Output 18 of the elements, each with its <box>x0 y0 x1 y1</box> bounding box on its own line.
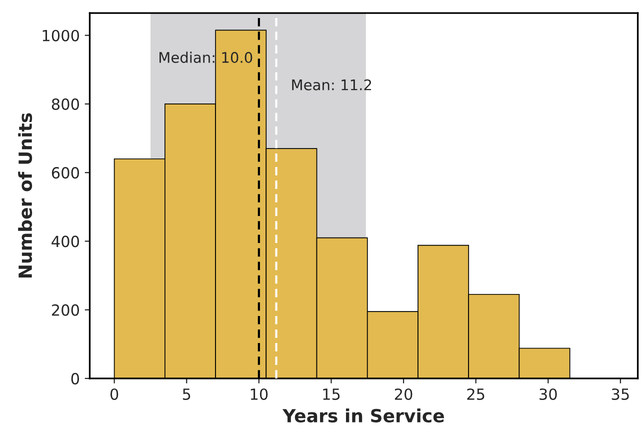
x-tick-label: 30 <box>540 388 557 400</box>
x-tick-label: 35 <box>612 388 629 400</box>
ref-line-label: Median: 10.0 <box>160 52 252 63</box>
x-tick-label: 15 <box>323 388 340 400</box>
y-axis-title: Number of Units <box>18 113 32 278</box>
y-tick-label: 0 <box>71 372 80 384</box>
y-tick-label: 600 <box>52 167 80 179</box>
x-tick-label: 25 <box>467 388 484 400</box>
x-tick-label: 0 <box>110 388 118 400</box>
y-tick-label: 200 <box>52 304 80 316</box>
y-tick-label: 800 <box>52 98 80 110</box>
x-tick-label: 20 <box>394 388 412 400</box>
ref-line-label: Mean: 11.2 <box>292 79 372 90</box>
y-tick-label: 1000 <box>42 30 79 42</box>
x-axis-title: Years in Service <box>282 408 444 422</box>
x-tick-label: 5 <box>182 388 190 400</box>
x-tick-label: 10 <box>250 388 268 400</box>
y-tick-label: 400 <box>52 236 80 248</box>
